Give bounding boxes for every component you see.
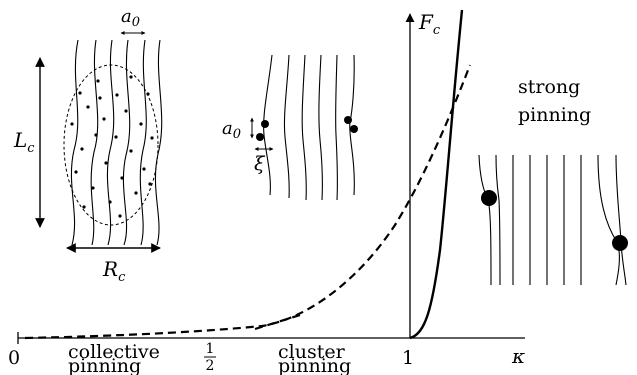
svg-text:2: 2 — [206, 358, 215, 374]
tick-zero: 0 — [8, 347, 20, 369]
dashed-curve — [24, 64, 472, 340]
strong-pinning-dots — [481, 190, 628, 251]
collective-vortex-lines — [70, 39, 163, 246]
tick-one: 1 — [402, 347, 414, 369]
x-axis-label: κ — [511, 344, 525, 368]
correlation-volume-ellipse — [63, 64, 159, 226]
y-axis-label: Fc — [418, 10, 441, 38]
cluster-label-line2: pinning — [278, 355, 351, 375]
x-axis — [17, 332, 525, 344]
cluster-sketch: a0 ξ — [222, 54, 358, 201]
collective-label-line2: pinning — [68, 355, 141, 375]
collective-label-line1: collective — [68, 341, 160, 363]
cluster-label-line1: cluster — [278, 341, 346, 363]
cluster-pinning-dots — [256, 116, 358, 141]
a0-top-label: a0 — [121, 6, 140, 30]
strong-label-line1: strong — [518, 76, 580, 98]
svg-text:1: 1 — [206, 341, 215, 357]
cluster-vortex-lines — [263, 54, 355, 201]
strong-label-line2: pinning — [518, 104, 591, 126]
Rc-label: Rc — [102, 257, 126, 285]
xi-label: ξ — [254, 153, 266, 175]
strong-sketch — [478, 154, 628, 286]
strong-pinning-curve — [409, 9, 464, 340]
pinning-centers-dots — [70, 75, 154, 218]
dashed-kink-branch — [254, 313, 301, 331]
strong-vortex-lines — [478, 154, 627, 286]
collective-sketch: a0 Lc Rc — [13, 6, 163, 285]
tick-half: 1 2 — [204, 341, 216, 374]
a0-small-label: a0 — [222, 118, 241, 142]
Lc-label: Lc — [13, 128, 35, 156]
